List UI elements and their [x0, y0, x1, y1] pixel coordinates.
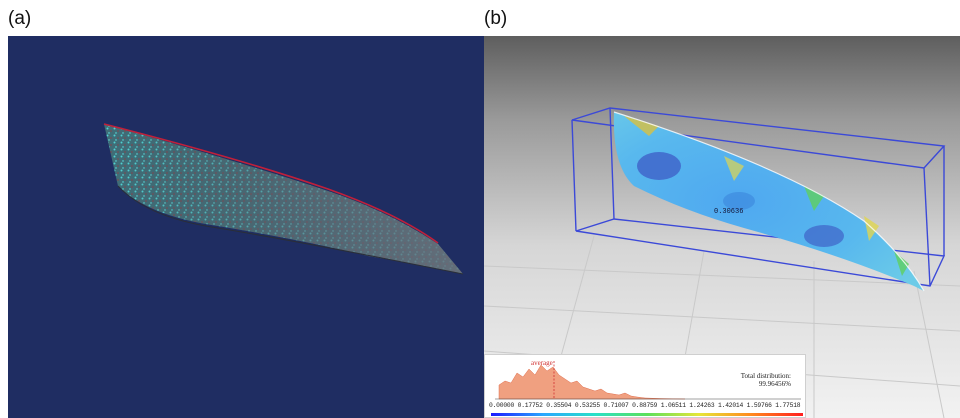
panel-a-viewport — [8, 36, 484, 418]
total-distribution-value: 99.96456% — [758, 380, 791, 388]
panel-b-label: (b) — [484, 8, 508, 29]
panel-a-label: (a) — [8, 8, 32, 29]
total-distribution-title: Total distribution: — [740, 372, 791, 380]
panel-b-viewport: 0.30636 average Total distribution: 99.9… — [484, 36, 960, 418]
deviation-point-value: 0.30636 — [714, 208, 744, 216]
hull-mesh-render — [103, 123, 464, 275]
deviation-surface — [613, 112, 924, 291]
histogram-tick-labels: 0.00000 0.17752 0.35504 0.53255 0.71007 … — [489, 402, 801, 409]
deviation-histogram — [495, 361, 801, 400]
hull-edge-red — [103, 123, 439, 244]
deviation-histogram-legend: average Total distribution: 99.96456% 0.… — [484, 354, 806, 418]
average-label: average — [531, 359, 553, 367]
deviation-colorbar — [491, 413, 803, 416]
bounding-box — [571, 107, 946, 287]
total-distribution: Total distribution: 99.96456% — [741, 372, 791, 388]
